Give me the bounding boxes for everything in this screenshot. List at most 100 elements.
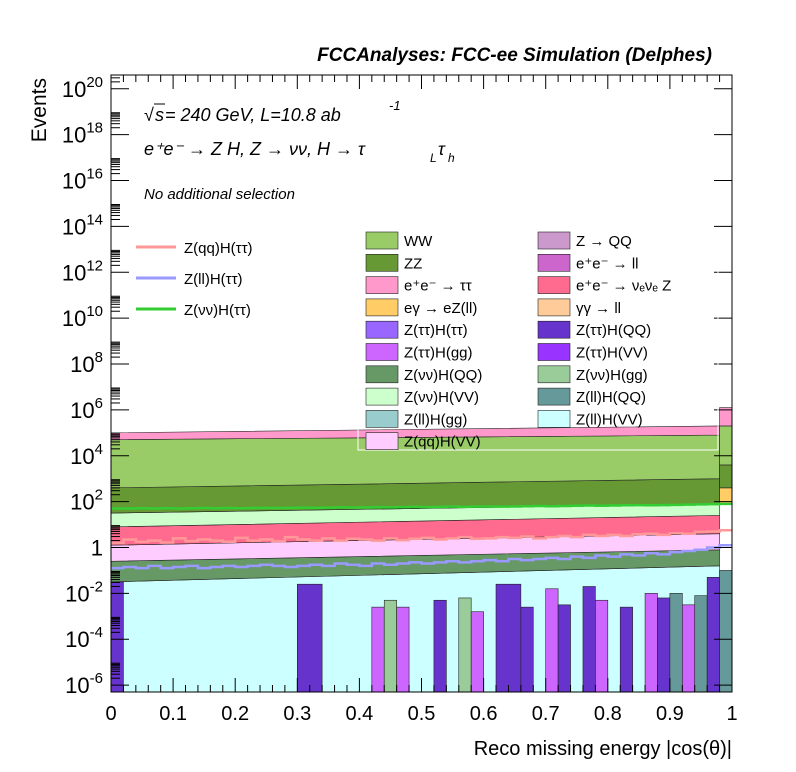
x-tick-label-10: 1	[726, 703, 737, 725]
energy-lumi: = 240 GeV, L=10.8 ab	[165, 105, 341, 125]
y-tick-label-4: 102	[70, 487, 103, 515]
legend-swatch-18	[365, 432, 399, 451]
sparse-bar-6	[458, 597, 472, 693]
legend-swatch-6	[365, 298, 399, 317]
x-tick-label-7: 0.7	[532, 703, 560, 725]
y-tick-label-2: 10-2	[65, 578, 103, 606]
selection-label: No additional selection	[144, 186, 295, 203]
process-sub-2: h	[448, 151, 455, 165]
y-tick-label-11: 1016	[62, 166, 103, 194]
legend-swatch-4	[365, 276, 399, 294]
y-tick-label-10: 1014	[62, 211, 103, 239]
x-tick-label-1: 0.1	[159, 703, 187, 725]
legend-label-0: WW	[404, 233, 433, 250]
energy-line: √ s = 240 GeV, L=10.8 ab -1	[144, 98, 401, 125]
x-tick-label-2: 0.2	[221, 703, 249, 725]
signal-legend-label-1: Z(ll)H(ττ)	[184, 271, 243, 288]
legend-swatch-2	[365, 254, 399, 272]
legend-label-10: Z(ττ)H(gg)	[404, 345, 473, 362]
x-axis-label: Reco missing energy |cos(θ)|	[474, 738, 732, 760]
legend-swatch-1	[537, 231, 571, 250]
x-tick-label-3: 0.3	[283, 703, 311, 725]
sparse-bar-20	[706, 577, 720, 693]
y-tick-label-3: 1	[91, 535, 103, 560]
y-tick-label-12: 1018	[62, 120, 103, 148]
process-tau-2: τ	[438, 139, 446, 159]
sparse-bar-10	[545, 588, 559, 693]
legend-label-12: Z(νν)H(QQ)	[404, 367, 482, 384]
y-tick-label-5: 104	[70, 441, 103, 469]
sparse-bar-18	[682, 604, 696, 693]
sparse-bar-14	[619, 606, 633, 693]
sparse-bar-7	[470, 611, 484, 693]
sparse-bar-13	[595, 599, 609, 693]
lumi-exponent: -1	[389, 98, 401, 113]
legend-swatch-17	[537, 410, 571, 428]
legend-swatch-3	[537, 254, 571, 272]
y-tick-label-7: 108	[70, 349, 103, 377]
legend-label-13: Z(νν)H(gg)	[576, 367, 648, 384]
y-tick-label-13: 1020	[62, 74, 103, 102]
legend-swatch-8	[365, 320, 399, 339]
sqrt-s: s	[155, 105, 164, 125]
y-tick-label-8: 1010	[62, 303, 103, 331]
x-tick-label-9: 0.9	[656, 703, 684, 725]
legend-label-6: eγ → eZ(ll)	[404, 300, 477, 317]
edge-bin-1	[719, 464, 733, 489]
legend-label-8: Z(ττ)H(ττ)	[404, 322, 468, 339]
signal-legend: Z(qq)H(ττ) Z(ll)H(ττ) Z(νν)H(ττ)	[136, 240, 253, 319]
signal-legend-label-0: Z(qq)H(ττ)	[184, 240, 253, 257]
y-axis-label: Events	[28, 78, 51, 142]
x-tick-label-5: 0.5	[408, 703, 436, 725]
sparse-bar-19	[694, 595, 708, 693]
legend-label-9: Z(ττ)H(QQ)	[576, 322, 651, 339]
y-tick-label-1: 10-4	[65, 624, 103, 652]
legend-label-7: γγ → ll	[576, 300, 621, 317]
legend-swatch-7	[537, 298, 571, 317]
sparse-bar-17	[669, 593, 683, 693]
process-main: e⁺e⁻ → Z H, Z → νν, H → τ	[144, 139, 366, 159]
sparse-bar-8	[495, 583, 522, 693]
sparse-bar-1	[296, 583, 323, 693]
legend-swatch-9	[537, 320, 571, 339]
signal-line-1	[111, 543, 732, 570]
legend-label-11: Z(ττ)H(VV)	[576, 345, 648, 362]
edge-bin-stack	[719, 407, 733, 505]
y-tick-label-6: 106	[70, 395, 103, 423]
signal-line-0	[111, 529, 732, 545]
signal-lines	[111, 502, 732, 570]
sqrt-symbol: √	[144, 105, 154, 125]
legend-swatch-14	[365, 387, 399, 406]
legend-label-1: Z → QQ	[576, 233, 632, 250]
sparse-bar-9	[520, 606, 534, 693]
signal-line-2	[111, 502, 732, 510]
x-tick-label-4: 0.4	[345, 703, 373, 725]
legend-swatch-0	[365, 231, 399, 250]
sparse-bar-15	[644, 593, 658, 693]
legend-label-14: Z(νν)H(VV)	[404, 389, 479, 406]
legend-label-4: e⁺e⁻ → ττ	[404, 278, 472, 295]
legend-swatch-5	[537, 276, 571, 294]
plot-title: FCCAnalyses: FCC-ee Simulation (Delphes)	[317, 45, 712, 66]
legend-label-3: e⁺e⁻ → ll	[576, 255, 639, 272]
process-sub-1: L	[430, 151, 437, 165]
y-tick-label-9: 1012	[62, 257, 103, 285]
legend-label-15: Z(ll)H(QQ)	[576, 389, 646, 406]
background-legend: WW Z → QQ ZZ e⁺e⁻ → ll e⁺e⁻ → ττ e⁺e⁻ → νₑνₑ …	[357, 227, 719, 451]
sparse-bar-5	[433, 599, 447, 693]
legend-swatch-13	[537, 365, 571, 384]
sparse-bar-4	[396, 606, 410, 693]
legend-label-2: ZZ	[404, 255, 422, 272]
sparse-bar-12	[582, 586, 596, 693]
legend-label-5: e⁺e⁻ → νₑνₑ Z	[576, 278, 671, 295]
legend-swatch-11	[537, 343, 571, 361]
legend-label-16: Z(ll)H(gg)	[404, 411, 467, 428]
sparse-bar-0	[110, 581, 124, 693]
sparse-bar-2	[371, 606, 385, 693]
sparse-bar-3	[383, 599, 397, 693]
x-tick-label-0: 0	[105, 703, 116, 725]
sparse-bar-11	[557, 604, 571, 693]
legend-label-17: Z(ll)H(VV)	[576, 411, 643, 428]
y-tick-label-0: 10-6	[65, 670, 103, 698]
